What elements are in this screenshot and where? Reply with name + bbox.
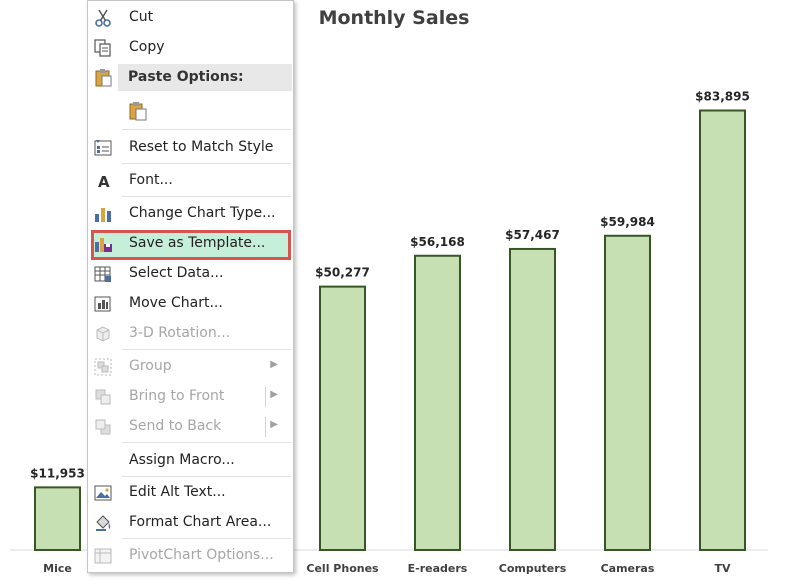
group-icon xyxy=(94,358,112,376)
send-back-icon xyxy=(95,419,111,435)
bar-7[interactable] xyxy=(604,234,651,552)
paste-options-header: Paste Options: xyxy=(118,64,292,91)
submenu-arrow-icon[interactable]: ▶ xyxy=(270,389,278,400)
reset-style-icon xyxy=(94,140,112,156)
chart-title: Monthly Sales xyxy=(319,7,470,29)
menu-edit-alt-text[interactable]: Edit Alt Text... xyxy=(89,479,292,507)
data-label[interactable]: $56,168 xyxy=(410,235,465,249)
split-separator xyxy=(265,417,266,437)
menu-assign-macro-label: Assign Macro... xyxy=(129,452,235,468)
menu-reset-style[interactable]: Reset to Match Style xyxy=(89,134,292,162)
menu-3d-rotation[interactable]: 3-D Rotation... xyxy=(89,320,292,348)
menu-select-data-label: Select Data... xyxy=(129,265,224,281)
bring-front-icon xyxy=(95,389,111,405)
move-chart-icon xyxy=(94,296,111,312)
menu-save-as-template[interactable]: Save as Template... xyxy=(89,230,292,258)
font-icon: A xyxy=(98,173,110,191)
selected-item-highlight xyxy=(91,230,291,260)
menu-send-to-back-label: Send to Back xyxy=(129,418,222,434)
bar-6[interactable] xyxy=(509,247,556,551)
data-label[interactable]: $59,984 xyxy=(600,215,655,229)
menu-pivotchart-options-label: PivotChart Options... xyxy=(129,547,274,563)
paste-options-label: Paste Options: xyxy=(128,69,244,85)
scissors-icon xyxy=(95,9,111,27)
table-data-icon xyxy=(94,266,111,282)
menu-cut-label: Cut xyxy=(129,9,154,25)
category-label: Cell Phones xyxy=(306,562,379,575)
menu-bring-to-front-label: Bring to Front xyxy=(129,388,225,404)
data-label[interactable]: $57,467 xyxy=(505,228,560,242)
paste-option-button[interactable] xyxy=(124,97,152,125)
cube-icon xyxy=(96,326,110,342)
menu-separator xyxy=(122,442,291,443)
menu-bring-to-front[interactable]: Bring to Front ▶ xyxy=(89,383,292,411)
svg-text:A: A xyxy=(98,173,110,191)
data-label[interactable]: $11,953 xyxy=(30,466,85,480)
menu-group-label: Group xyxy=(129,358,172,374)
clipboard-icon xyxy=(129,102,147,121)
menu-change-chart-type[interactable]: Change Chart Type... xyxy=(89,200,292,228)
clipboard-icon xyxy=(95,69,112,87)
menu-send-to-back[interactable]: Send to Back ▶ xyxy=(89,413,292,441)
pivot-table-icon xyxy=(94,548,112,564)
menu-select-data[interactable]: Select Data... xyxy=(89,260,292,288)
bar-4[interactable] xyxy=(319,285,366,551)
category-label: Mice xyxy=(43,562,72,575)
menu-paste-options xyxy=(89,63,292,91)
menu-edit-alt-text-label: Edit Alt Text... xyxy=(129,484,226,500)
category-label: Cameras xyxy=(601,562,655,575)
menu-font-label: Font... xyxy=(129,172,173,188)
save-template-icon xyxy=(95,238,112,252)
menu-separator xyxy=(122,538,291,539)
bar-8[interactable] xyxy=(699,109,746,551)
menu-move-chart-label: Move Chart... xyxy=(129,295,223,311)
submenu-arrow-icon[interactable]: ▶ xyxy=(270,419,278,430)
menu-format-chart-area[interactable]: Format Chart Area... xyxy=(89,509,292,537)
paint-bucket-icon xyxy=(96,515,111,531)
submenu-arrow-icon: ▶ xyxy=(270,359,278,370)
menu-separator xyxy=(122,129,291,130)
menu-group[interactable]: Group ▶ xyxy=(89,353,292,381)
menu-change-chart-type-label: Change Chart Type... xyxy=(129,205,276,221)
menu-separator xyxy=(122,349,291,350)
menu-font[interactable]: A Font... xyxy=(89,167,292,195)
menu-format-chart-area-label: Format Chart Area... xyxy=(129,514,272,530)
menu-copy[interactable]: Copy xyxy=(89,34,292,62)
chart-type-icon xyxy=(95,208,111,222)
category-label: Computers xyxy=(499,562,567,575)
context-menu: Cut Copy Paste Options: xyxy=(87,0,294,573)
menu-assign-macro[interactable]: Assign Macro... xyxy=(89,447,292,475)
menu-separator xyxy=(122,476,291,477)
bar-1[interactable] xyxy=(34,486,81,551)
data-label[interactable]: $50,277 xyxy=(315,266,370,280)
bar-5[interactable] xyxy=(414,254,461,551)
menu-3d-rotation-label: 3-D Rotation... xyxy=(129,325,231,341)
menu-cut[interactable]: Cut xyxy=(89,4,292,32)
menu-separator xyxy=(122,163,291,164)
menu-move-chart[interactable]: Move Chart... xyxy=(89,290,292,318)
menu-reset-style-label: Reset to Match Style xyxy=(129,139,274,155)
menu-save-as-template-label: Save as Template... xyxy=(129,235,266,251)
split-separator xyxy=(265,387,266,407)
menu-pivotchart-options[interactable]: PivotChart Options... xyxy=(89,542,292,570)
alt-text-icon xyxy=(94,485,112,501)
category-label: TV xyxy=(714,562,731,575)
menu-copy-label: Copy xyxy=(129,39,165,55)
data-label[interactable]: $83,895 xyxy=(695,90,750,104)
category-label: E-readers xyxy=(408,562,468,575)
menu-separator xyxy=(122,196,291,197)
copy-icon xyxy=(94,39,111,57)
